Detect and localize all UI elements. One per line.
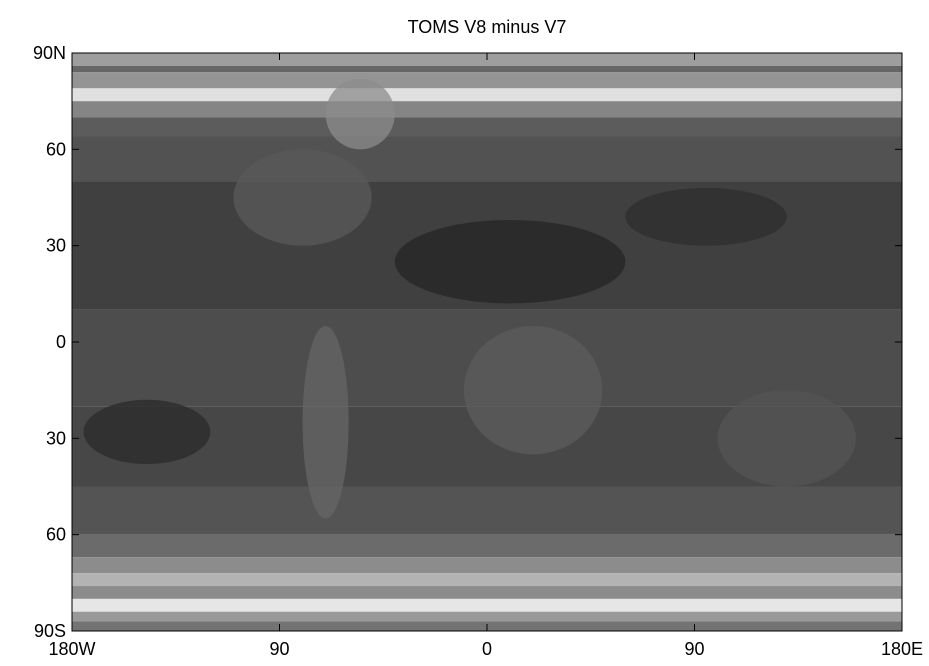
y-tick-label: 90N [33,43,66,63]
zonal-band [72,117,902,137]
y-axis: 90N 60 30 0 30 60 90S [33,43,902,641]
zonal-band [72,65,902,73]
anomaly-region [625,187,787,246]
y-tick-label: 60 [46,139,66,159]
x-tick-label: 0 [482,639,492,659]
anomaly-region [302,325,349,519]
chart-title: TOMS V8 minus V7 [408,17,567,37]
zonal-band [72,586,902,599]
anomaly-region [717,390,856,487]
anomaly-region [463,325,603,455]
zonal-band [72,88,902,102]
y-tick-label: 30 [46,236,66,256]
y-tick-label: 30 [46,428,66,448]
zonal-band [72,573,902,587]
anomaly-region [394,219,626,304]
zonal-band [72,557,902,574]
anomaly-region [233,149,372,246]
y-tick-label: 90S [34,621,66,641]
zonal-band [72,534,902,558]
zonal-band [72,72,902,89]
heatmap-field [72,53,902,631]
zonal-band [72,101,902,118]
x-axis: 180W 90 0 90 180E [48,53,923,659]
y-tick-label: 60 [46,525,66,545]
zonal-band [72,598,902,612]
zonal-band [72,486,902,535]
x-tick-label: 90 [269,639,289,659]
anomaly-region [325,78,395,150]
zonal-band [72,136,902,182]
anomaly-region [83,399,211,465]
x-tick-label: 90 [684,639,704,659]
y-tick-label: 0 [56,332,66,352]
zonal-band [72,611,902,622]
x-tick-label: 180E [881,639,923,659]
x-tick-label: 180W [48,639,95,659]
